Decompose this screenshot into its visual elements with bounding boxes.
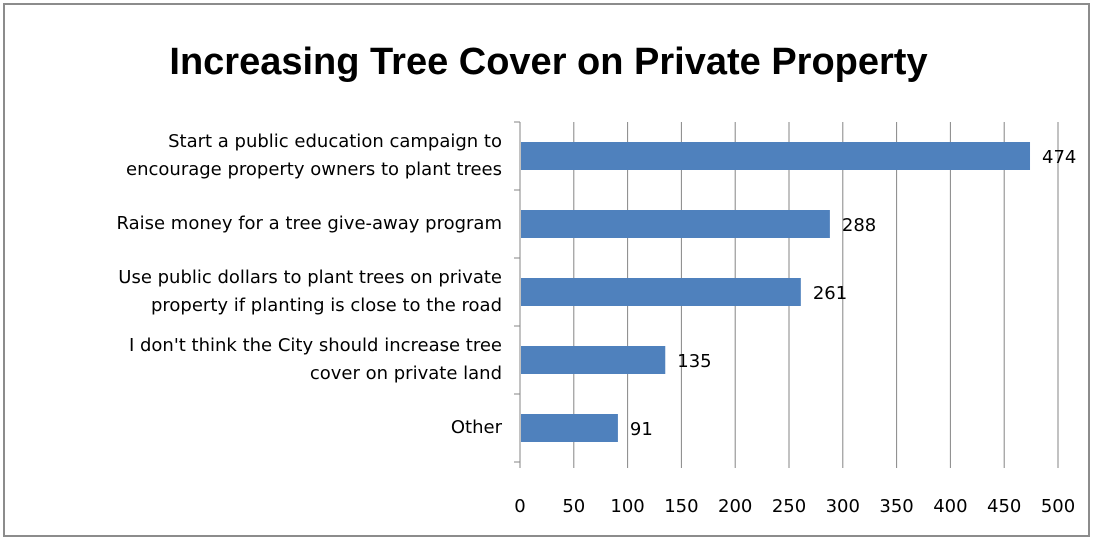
data-label-1: 288 [842,215,876,236]
data-label-3: 135 [677,351,711,372]
chart-frame: Increasing Tree Cover on Private Propert… [3,3,1090,537]
bar-3 [521,346,666,374]
category-label-line: Use public dollars to plant trees on pri… [118,267,502,288]
category-label-line: Raise money for a tree give-away program [116,213,502,234]
x-tick-label-300: 300 [826,496,860,517]
x-tick-label-100: 100 [610,496,644,517]
x-tick-label-200: 200 [718,496,752,517]
chart-title: Increasing Tree Cover on Private Propert… [169,41,928,83]
data-label-4: 91 [630,419,653,440]
category-label-line: cover on private land [309,363,502,384]
x-tick-label-350: 350 [879,496,913,517]
x-tick-label-450: 450 [987,496,1021,517]
category-label-line: Other [450,417,502,438]
category-label-line: I don't think the City should increase t… [128,335,502,356]
chart-plot: 474 288 261 135 91 0 50 100 150 200 250 300 350 400 45… [514,121,1076,517]
category-label-0: Start a public education campaign to enco… [5,128,502,184]
bar-1 [521,210,830,238]
category-label-2: Use public dollars to plant trees on pri… [5,264,502,320]
bar-4 [521,414,618,442]
bar-0 [521,142,1031,170]
category-label-line: property if planting is close to the roa… [150,295,502,316]
category-label-1: Raise money for a tree give-away program [5,210,502,238]
data-label-2: 261 [813,283,847,304]
category-label-line: Start a public education campaign to [168,131,502,152]
x-tick-label-500: 500 [1041,496,1075,517]
category-label-4: Other [5,414,502,442]
bar-2 [521,278,801,306]
x-tick-label-50: 50 [562,496,585,517]
category-label-line: encourage property owners to plant trees [126,159,502,180]
x-tick-label-250: 250 [772,496,806,517]
category-label-3: I don't think the City should increase t… [5,332,502,388]
x-tick-label-150: 150 [664,496,698,517]
data-label-0: 474 [1042,147,1076,168]
x-tick-label-400: 400 [933,496,967,517]
x-tick-label-0: 0 [514,496,525,517]
